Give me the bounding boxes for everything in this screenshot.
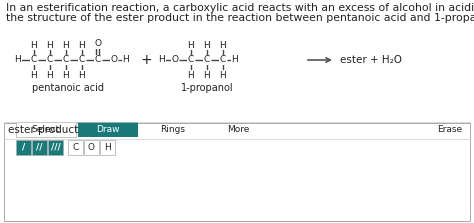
- Text: Select: Select: [32, 125, 60, 134]
- FancyBboxPatch shape: [68, 140, 83, 155]
- FancyBboxPatch shape: [32, 140, 47, 155]
- Text: C: C: [73, 143, 79, 152]
- Text: C: C: [79, 56, 85, 64]
- Text: /: /: [22, 143, 25, 152]
- Text: In an esterification reaction, a carboxylic acid reacts with an excess of alcoho: In an esterification reaction, a carboxy…: [6, 3, 474, 13]
- FancyBboxPatch shape: [48, 140, 63, 155]
- Text: More: More: [227, 125, 249, 134]
- Text: H: H: [204, 41, 210, 50]
- Text: Draw: Draw: [96, 125, 120, 134]
- Text: H: H: [188, 70, 194, 80]
- Text: H: H: [232, 56, 238, 64]
- Text: H: H: [46, 70, 54, 80]
- Text: C: C: [95, 56, 101, 64]
- Text: H: H: [159, 56, 165, 64]
- Text: C: C: [188, 56, 194, 64]
- Text: O: O: [110, 56, 118, 64]
- Text: +: +: [140, 53, 152, 67]
- Text: O: O: [172, 56, 179, 64]
- Text: C: C: [204, 56, 210, 64]
- Text: H: H: [63, 41, 69, 50]
- Text: ester product: ester product: [8, 125, 78, 135]
- Text: H: H: [31, 41, 37, 50]
- FancyBboxPatch shape: [84, 140, 99, 155]
- FancyBboxPatch shape: [100, 140, 115, 155]
- Text: H: H: [219, 70, 227, 80]
- Text: C: C: [220, 56, 226, 64]
- Text: //: //: [36, 143, 43, 152]
- Text: H: H: [219, 41, 227, 50]
- Text: H: H: [79, 70, 85, 80]
- Text: H: H: [123, 56, 129, 64]
- Text: the structure of the ester product in the reaction between pentanoic acid and 1-: the structure of the ester product in th…: [6, 13, 474, 23]
- FancyBboxPatch shape: [16, 122, 76, 137]
- Text: pentanoic acid: pentanoic acid: [32, 83, 104, 93]
- Text: H: H: [188, 41, 194, 50]
- Text: C: C: [63, 56, 69, 64]
- Text: O: O: [88, 143, 95, 152]
- FancyBboxPatch shape: [16, 140, 31, 155]
- Text: ///: ///: [51, 143, 60, 152]
- Text: H: H: [104, 143, 111, 152]
- FancyBboxPatch shape: [4, 123, 470, 221]
- Text: C: C: [47, 56, 53, 64]
- Text: Rings: Rings: [161, 125, 185, 134]
- Text: H: H: [204, 70, 210, 80]
- Text: Erase: Erase: [438, 125, 463, 134]
- Text: H: H: [15, 56, 21, 64]
- Text: C: C: [31, 56, 37, 64]
- Text: 1-propanol: 1-propanol: [181, 83, 233, 93]
- Text: ester + H₂O: ester + H₂O: [340, 55, 402, 65]
- Text: O: O: [94, 39, 101, 48]
- Text: H: H: [63, 70, 69, 80]
- Text: H: H: [31, 70, 37, 80]
- FancyBboxPatch shape: [78, 122, 138, 137]
- Text: H: H: [46, 41, 54, 50]
- Text: H: H: [79, 41, 85, 50]
